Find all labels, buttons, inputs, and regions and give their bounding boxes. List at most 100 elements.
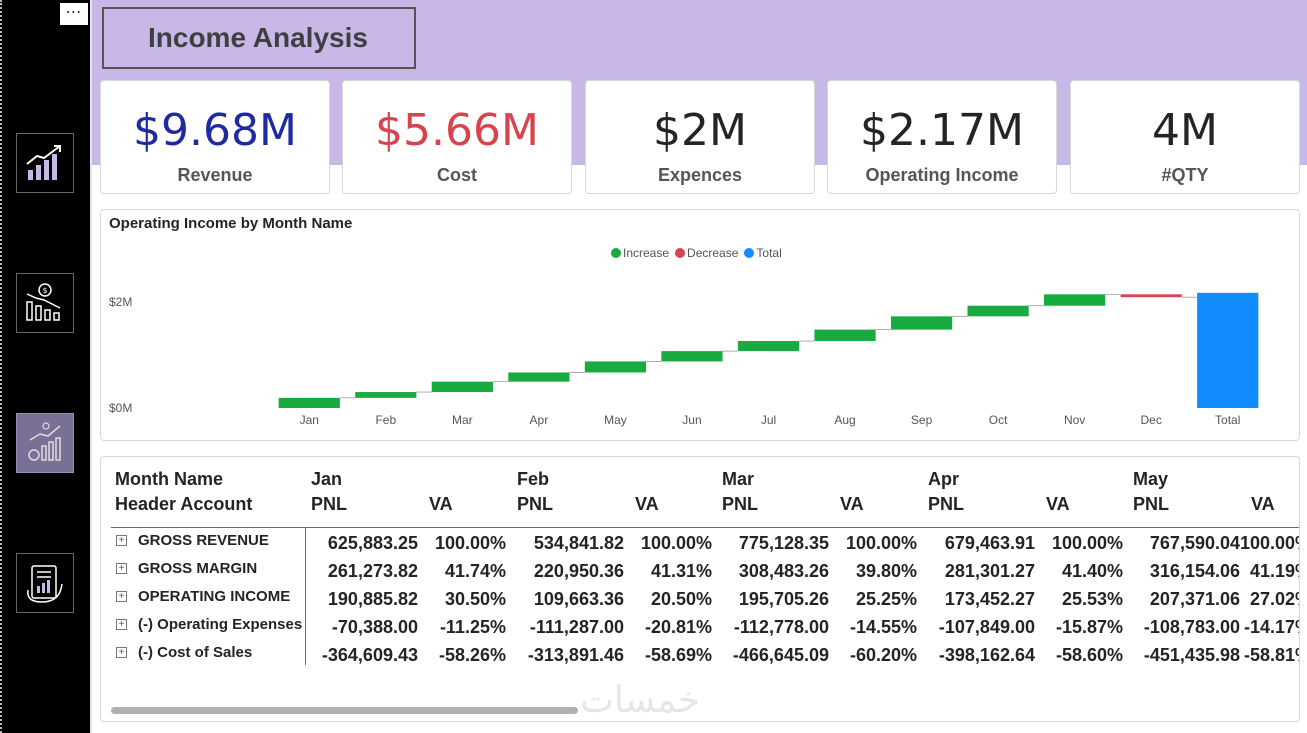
nav-report-button[interactable] <box>16 553 74 613</box>
bar-aug[interactable] <box>814 329 876 342</box>
kpi-label: Revenue <box>177 165 253 185</box>
header-separator <box>111 527 1299 528</box>
bar-feb[interactable] <box>355 392 417 398</box>
kpi-card-revenue: $9.68M Revenue <box>100 80 330 194</box>
expand-row-icon[interactable]: + <box>116 563 127 574</box>
x-tick-label: Nov <box>1064 413 1085 427</box>
column-header-va[interactable]: VA <box>840 494 864 514</box>
expand-row-icon[interactable]: + <box>116 647 127 658</box>
expand-row-icon[interactable]: + <box>116 591 127 602</box>
cell-pnl: -466,645.09 <box>732 645 829 665</box>
cell-va: 39.80% <box>855 561 917 581</box>
column-header-pnl[interactable]: PNL <box>517 494 553 514</box>
watermark: خمسات <box>580 680 701 721</box>
legend-label-decrease: Decrease <box>687 246 739 260</box>
bar-nov[interactable] <box>1044 294 1106 306</box>
legend-item-total[interactable]: Total <box>744 246 782 260</box>
pnl-matrix-card: Month Name Header Account Jan PNL VA Feb PNL VA… <box>100 456 1300 722</box>
bar-jul[interactable] <box>737 341 800 352</box>
cell-pnl: 109,663.36 <box>533 589 624 609</box>
cell-pnl: 679,463.91 <box>944 533 1035 553</box>
y-tick-label: $2M <box>109 295 132 309</box>
bar-dec[interactable] <box>1120 294 1182 298</box>
column-header-va[interactable]: VA <box>429 494 453 514</box>
x-tick-label: Dec <box>1141 413 1162 427</box>
bar-sep[interactable] <box>890 316 953 330</box>
column-header-pnl[interactable]: PNL <box>722 494 758 514</box>
x-tick-label: Apr <box>530 413 549 427</box>
expand-row-icon[interactable]: + <box>116 619 127 630</box>
kpi-label: #QTY <box>1161 165 1209 185</box>
column-header-pnl[interactable]: PNL <box>311 494 347 514</box>
cell-va: 100.00% <box>1051 533 1123 553</box>
cell-pnl: 281,301.27 <box>944 561 1035 581</box>
cell-pnl: 261,273.82 <box>327 561 418 581</box>
kpi-value: $2.17M <box>860 105 1024 156</box>
row-header-account: Header Account <box>115 494 253 514</box>
column-header-va[interactable]: VA <box>635 494 659 514</box>
legend-dot-decrease <box>675 248 686 258</box>
x-tick-label: Jan <box>300 413 319 427</box>
column-header-pnl[interactable]: PNL <box>1133 494 1169 514</box>
cell-va: -58.69% <box>644 645 712 665</box>
x-tick-label: May <box>604 413 627 427</box>
cell-va: 25.25% <box>855 589 917 609</box>
kpi-label: Cost <box>437 165 477 185</box>
cell-pnl: 308,483.26 <box>738 561 829 581</box>
bar-mar[interactable] <box>431 381 493 393</box>
cell-pnl: 220,950.36 <box>533 561 624 581</box>
x-tick-label: Jul <box>761 413 776 427</box>
horizontal-scrollbar[interactable] <box>111 707 578 714</box>
row-label: OPERATING INCOME <box>138 588 291 605</box>
kpi-card-operating-income: $2.17M Operating Income <box>827 80 1057 194</box>
cell-va: 20.50% <box>650 589 712 609</box>
legend-item-increase[interactable]: Increase <box>611 246 669 260</box>
column-header-month[interactable]: May <box>1133 469 1169 489</box>
svg-text:$: $ <box>42 286 47 295</box>
expand-row-icon[interactable]: + <box>116 535 127 546</box>
cell-va: -58.81% <box>1243 645 1299 665</box>
column-header-month[interactable]: Mar <box>722 469 755 489</box>
cell-va: 41.40% <box>1061 561 1123 581</box>
bar-total[interactable] <box>1197 292 1259 408</box>
bar-jun[interactable] <box>661 351 723 362</box>
kpi-value: $2M <box>653 105 747 156</box>
more-options-button[interactable]: ⋯ <box>60 3 88 25</box>
cell-pnl: 775,128.35 <box>738 533 829 553</box>
cell-pnl: 195,705.26 <box>738 589 829 609</box>
operating-income-chart-card: $0M $2M Jan Feb Mar Apr May Jun Jul Aug Sep Oct Nov D… <box>100 209 1300 441</box>
kpi-value: 4M <box>1152 105 1218 156</box>
sidebar-edge <box>0 0 3 733</box>
column-header-month[interactable]: Apr <box>928 469 959 489</box>
legend-dot-increase <box>611 248 621 258</box>
cell-pnl: -111,287.00 <box>529 617 624 637</box>
bar-jan[interactable] <box>278 397 340 408</box>
bar-apr[interactable] <box>508 372 570 382</box>
cell-va: -58.60% <box>1055 645 1123 665</box>
cell-va: 30.50% <box>444 589 506 609</box>
bar-oct[interactable] <box>967 305 1029 317</box>
cell-pnl: 534,841.82 <box>533 533 624 553</box>
cell-pnl: 767,590.04 <box>1149 533 1240 553</box>
column-header-va[interactable]: VA <box>1046 494 1070 514</box>
nav-growth-chart-button[interactable] <box>16 133 74 193</box>
column-header-pnl[interactable]: PNL <box>928 494 964 514</box>
cell-pnl: 207,371.06 <box>1149 589 1240 609</box>
cell-pnl: -70,388.00 <box>331 617 418 637</box>
cell-pnl: -364,609.43 <box>321 645 418 665</box>
legend-item-decrease[interactable]: Decrease <box>675 246 738 260</box>
column-header-month[interactable]: Jan <box>311 469 343 489</box>
chart-title: Operating Income by Month Name <box>109 215 353 232</box>
sidebar-divider <box>90 0 92 733</box>
cell-va: -14.17% <box>1243 617 1299 637</box>
nav-cost-decline-button[interactable]: $ <box>16 273 74 333</box>
cell-pnl: -398,162.64 <box>938 645 1035 665</box>
cell-va: 41.19% <box>1249 561 1299 581</box>
bar-may[interactable] <box>584 361 647 373</box>
cell-va: -15.87% <box>1055 617 1123 637</box>
nav-income-analysis-button[interactable] <box>16 413 74 473</box>
kpi-label: Operating Income <box>865 165 1019 185</box>
column-header-va[interactable]: VA <box>1251 494 1275 514</box>
column-header-month[interactable]: Feb <box>517 469 550 489</box>
cell-pnl: 625,883.25 <box>327 533 418 553</box>
